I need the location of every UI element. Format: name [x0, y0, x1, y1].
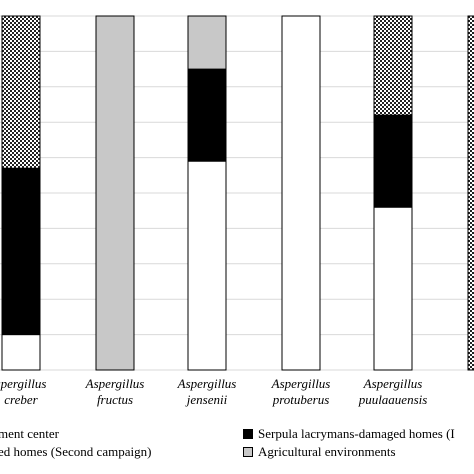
x-tick-label: fructus: [97, 392, 133, 407]
bar-segment-gray-3: [187, 15, 227, 70]
bar-segment-checker-6: [467, 15, 474, 371]
x-tick-label: creber: [4, 392, 38, 407]
bar-segment-black-3: [187, 68, 227, 162]
x-tick-label: jensenii: [185, 392, 228, 407]
legend-label: Serpula lacrymans-damaged homes (I: [258, 426, 455, 441]
x-tick-label: Aspergillus: [85, 376, 145, 391]
legend-item-black: Serpula lacrymans-damaged homes (I: [243, 426, 455, 442]
legend-label: Agricultural environments: [258, 444, 396, 459]
x-tick-label: Aspergillus: [177, 376, 237, 391]
bar-segment-checker-1: [1, 15, 41, 169]
legend-label: ment center: [0, 426, 59, 441]
bar-segment-white-4: [281, 15, 321, 371]
legend-item-checker: ed homes (Second campaign): [0, 444, 151, 460]
legend-swatch-gray: [243, 447, 253, 457]
x-tick-label: spergillus: [0, 376, 46, 391]
bars: [1, 15, 474, 371]
legend-item-white: ment center: [0, 426, 59, 442]
bar-segment-gray-2: [95, 15, 135, 371]
bar-segment-white-5: [373, 206, 413, 371]
bar-segment-white-1: [1, 334, 41, 371]
bar-segment-black-1: [1, 167, 41, 336]
bar-segment-white-3: [187, 160, 227, 371]
x-tick-label: Aspergillus: [363, 376, 423, 391]
legend-item-gray: Agricultural environments: [243, 444, 396, 460]
x-tick-label: protuberus: [272, 392, 330, 407]
x-tick-label: Aspergillus: [271, 376, 331, 391]
legend: ment center Serpula lacrymans-damaged hom…: [0, 420, 474, 460]
legend-swatch-black: [243, 429, 253, 439]
x-axis-labels: spergilluscreberAspergillusfructusAsperg…: [0, 376, 428, 407]
legend-label: ed homes (Second campaign): [0, 444, 152, 459]
x-tick-label: puulaauensis: [358, 392, 428, 407]
bar-segment-checker-5: [373, 15, 413, 116]
bar-segment-black-5: [373, 114, 413, 208]
